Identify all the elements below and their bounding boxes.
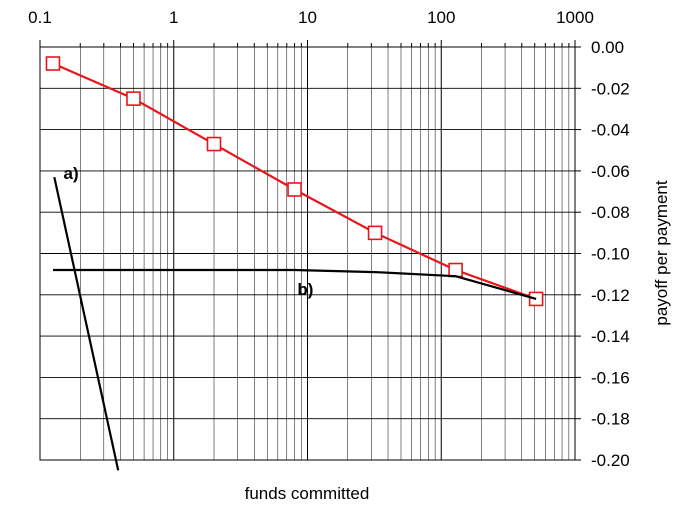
series-1-point: [206, 136, 222, 152]
x-axis-label: funds committed: [245, 484, 370, 503]
series-layer: [45, 56, 544, 471]
y-tick-label: -0.20: [591, 451, 630, 470]
x-tick-label: 10: [298, 8, 317, 27]
series-1-point: [367, 225, 383, 241]
series-3-line: [53, 176, 120, 471]
series-1-point: [448, 262, 463, 278]
x-tick-label: 100: [427, 8, 455, 27]
y-tick-label: -0.04: [591, 121, 630, 140]
series-1-point: [287, 182, 302, 197]
y-axis-label: payoff per payment: [652, 180, 671, 325]
y-tick-label: 0.00: [591, 38, 624, 57]
y-tick-label: -0.18: [591, 410, 630, 429]
y-tick-label: -0.02: [591, 79, 630, 98]
x-tick-label: 1000: [556, 8, 594, 27]
y-tick-label: -0.06: [591, 162, 630, 181]
annotation-label: a): [64, 164, 79, 183]
x-tick-label: 1: [169, 8, 178, 27]
y-tick-marks: [575, 46, 581, 461]
plot-frame: [39, 46, 576, 461]
series-3: [53, 176, 120, 471]
y-tick-label: -0.12: [591, 286, 630, 305]
annotations: a) b): [64, 164, 314, 299]
series-1-point: [45, 56, 61, 71]
y-tick-label: -0.16: [591, 368, 630, 387]
y-tick-label: -0.08: [591, 203, 630, 222]
y-tick-label: -0.14: [591, 327, 630, 346]
annotation-label: b): [297, 280, 313, 299]
y-tick-label: -0.10: [591, 245, 630, 264]
series-1-point: [126, 91, 141, 106]
x-tick-labels: 0.1 1 10 100 1000: [28, 8, 594, 27]
y-tick-labels: 0.00 -0.02 -0.04 -0.06 -0.08 -0.10 -0.12 -0.14 -…: [591, 38, 630, 470]
series-2-line: [53, 268, 537, 300]
x-tick-label: 0.1: [28, 8, 52, 27]
series-2: [53, 268, 537, 300]
series-1-point: [528, 291, 544, 307]
x-tick-marks: [39, 40, 576, 47]
